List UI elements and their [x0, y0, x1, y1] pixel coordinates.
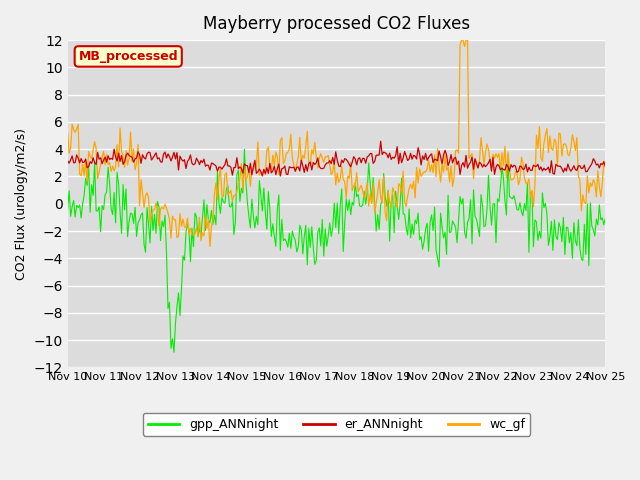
er_ANNnight: [224, 163, 232, 169]
gpp_ANNnight: [241, 146, 248, 152]
er_ANNnight: [130, 159, 138, 165]
Line: er_ANNnight: er_ANNnight: [68, 141, 605, 176]
gpp_ANNnight: [64, 206, 72, 212]
wc_gf: [244, 174, 252, 180]
wc_gf: [253, 164, 260, 169]
wc_gf: [300, 156, 308, 161]
er_ANNnight: [575, 163, 582, 169]
er_ANNnight: [300, 169, 308, 175]
gpp_ANNnight: [225, 204, 233, 209]
Text: MB_processed: MB_processed: [79, 50, 178, 63]
Legend: gpp_ANNnight, er_ANNnight, wc_gf: gpp_ANNnight, er_ANNnight, wc_gf: [143, 413, 531, 436]
er_ANNnight: [602, 163, 609, 169]
wc_gf: [602, 164, 609, 170]
wc_gf: [225, 190, 233, 196]
gpp_ANNnight: [170, 349, 178, 355]
er_ANNnight: [242, 163, 250, 168]
gpp_ANNnight: [575, 217, 582, 223]
Title: Mayberry processed CO2 Fluxes: Mayberry processed CO2 Fluxes: [203, 15, 470, 33]
gpp_ANNnight: [245, 214, 253, 219]
gpp_ANNnight: [302, 223, 310, 228]
wc_gf: [64, 129, 72, 135]
wc_gf: [575, 174, 582, 180]
er_ANNnight: [64, 158, 72, 164]
er_ANNnight: [251, 157, 259, 163]
Line: gpp_ANNnight: gpp_ANNnight: [68, 149, 605, 352]
gpp_ANNnight: [130, 221, 138, 227]
Y-axis label: CO2 Flux (urology/m2/s): CO2 Flux (urology/m2/s): [15, 128, 28, 280]
Line: wc_gf: wc_gf: [68, 40, 605, 246]
wc_gf: [206, 243, 214, 249]
er_ANNnight: [276, 173, 284, 179]
wc_gf: [458, 37, 465, 43]
er_ANNnight: [377, 138, 385, 144]
gpp_ANNnight: [602, 216, 609, 221]
gpp_ANNnight: [254, 222, 262, 228]
wc_gf: [130, 146, 138, 152]
